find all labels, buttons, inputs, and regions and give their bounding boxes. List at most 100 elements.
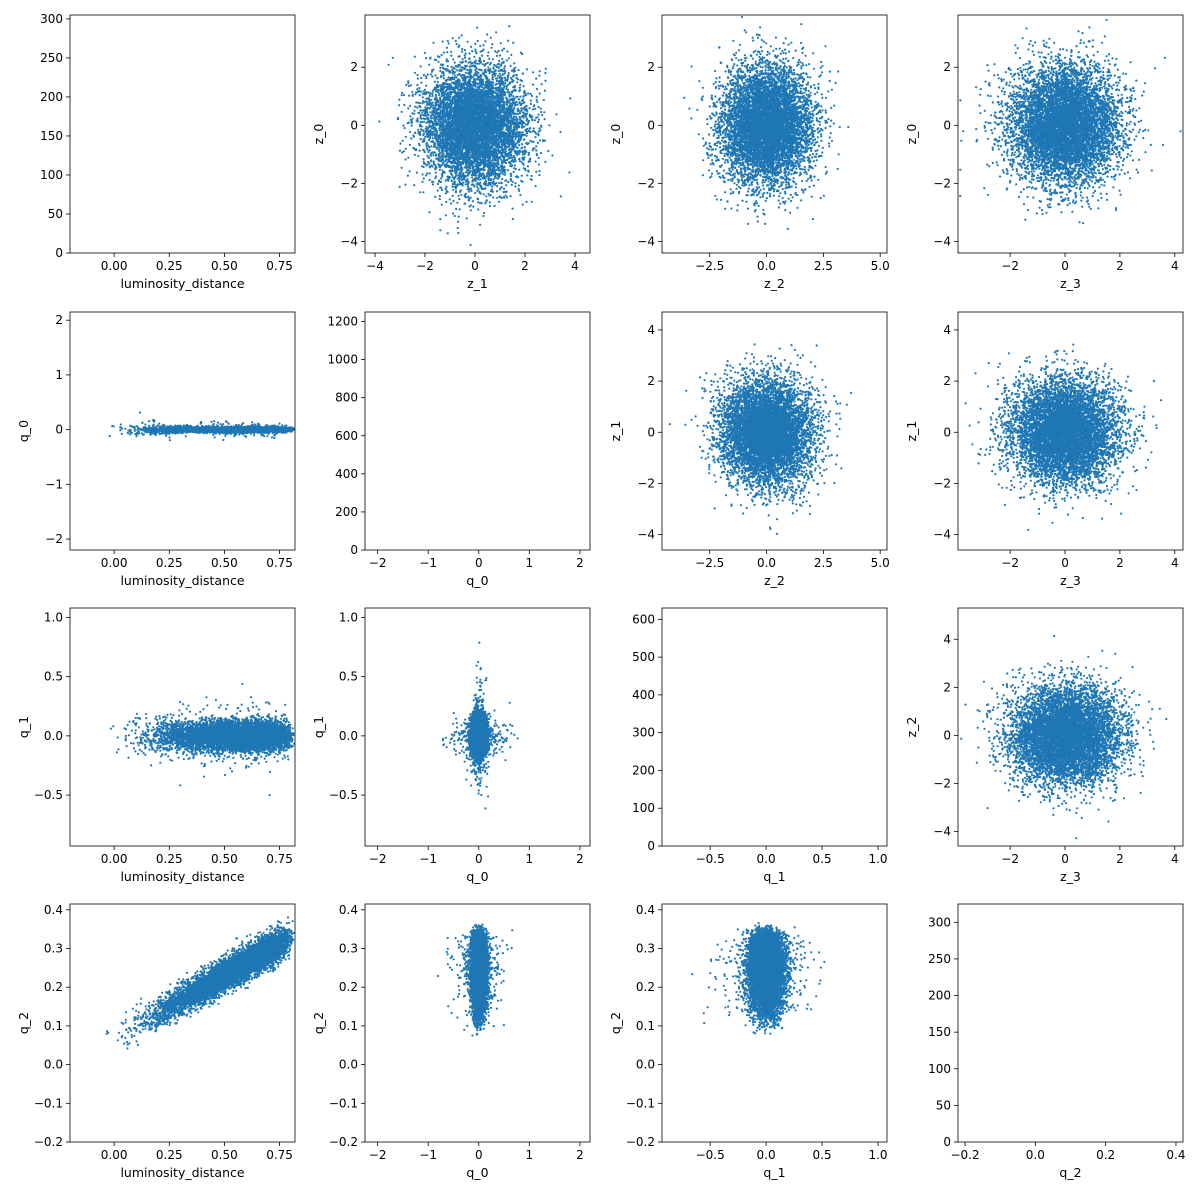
x-tick-label: 0.75 [266,259,293,273]
data-point [401,167,403,169]
data-point [422,96,424,98]
data-point [423,161,425,163]
data-point [416,88,418,90]
data-point [409,131,411,133]
data-point [487,193,489,195]
data-point [522,154,524,156]
data-point [455,139,457,141]
data-point [492,74,494,76]
data-point [506,50,508,52]
data-point [435,108,437,110]
data-point [534,119,536,121]
data-point [507,181,509,183]
data-point [439,70,441,72]
data-point [423,74,425,76]
data-point [398,104,400,106]
data-point [510,125,512,127]
data-point [444,160,446,162]
data-point [403,94,405,96]
data-point [507,169,509,171]
data-point [538,127,540,129]
data-point [430,160,432,162]
data-point [516,154,518,156]
data-point [452,189,454,191]
data-point [529,158,531,160]
data-point [496,77,498,79]
data-point [535,149,537,151]
data-point [493,178,495,180]
data-point [542,139,544,141]
data-point [529,128,531,130]
data-point [480,178,482,180]
data-point [496,197,498,199]
data-point [432,42,434,44]
data-point [449,83,451,85]
data-point [456,69,458,71]
data-point [521,175,523,177]
data-point [439,229,441,231]
data-point [414,56,416,58]
data-point [503,196,505,198]
data-point [475,163,477,165]
data-point [417,129,419,131]
data-point [458,169,460,171]
data-point [493,162,495,164]
data-point [479,60,481,62]
data-point [440,84,442,86]
y-tick-label: 250 [40,51,63,65]
data-point [534,136,536,138]
data-point [480,169,482,171]
data-point [501,161,503,163]
data-point [439,218,441,220]
data-point [508,25,510,27]
data-point [498,67,500,69]
data-point [443,77,445,79]
data-point [426,104,428,106]
data-point [417,117,419,119]
data-point [461,34,463,36]
data-point [543,111,545,113]
data-point [482,215,484,217]
data-point [459,191,461,193]
data-point [464,60,466,62]
data-point [476,190,478,192]
data-point [508,72,510,74]
data-point [474,49,476,51]
data-point [507,75,509,77]
data-point [445,186,447,188]
data-point [533,104,535,106]
data-point [480,51,482,53]
data-point [472,206,474,208]
data-point [519,112,521,114]
data-point [531,95,533,97]
data-point [491,82,493,84]
data-point [522,85,524,87]
data-point [524,153,526,155]
data-point [438,179,440,181]
data-point [426,113,428,115]
data-point [513,171,515,173]
data-point [512,101,514,103]
data-point [479,182,481,184]
data-point [467,41,469,43]
data-point [435,74,437,76]
data-point [405,158,407,160]
data-point [404,127,406,129]
data-point [438,94,440,96]
data-point [425,122,427,124]
data-point [462,163,464,165]
data-point [399,143,401,145]
data-point [461,51,463,53]
data-point [560,195,562,197]
data-point [544,80,546,82]
data-point [503,67,505,69]
data-point [476,63,478,65]
data-point [535,117,537,119]
data-point [445,90,447,92]
data-point [460,66,462,68]
data-point [452,37,454,39]
data-point [541,83,543,85]
data-point [430,145,432,147]
data-point [427,161,429,163]
